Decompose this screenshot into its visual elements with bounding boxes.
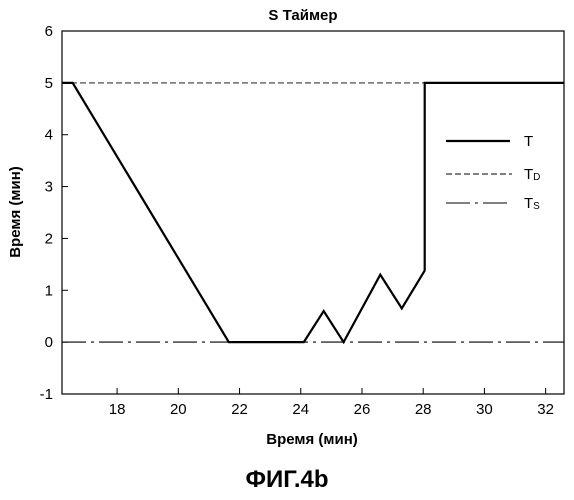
x-axis: 18 20 22 24 26 28 30 32 [109,388,554,418]
y-tick-label: 2 [45,230,53,247]
x-tick-label: 30 [476,401,493,418]
figure-caption: ФИГ.4b [0,466,574,494]
y-tick-label: 6 [45,23,53,40]
y-tick-label: 0 [45,334,53,351]
y-tick-label: 4 [45,127,53,144]
legend-label: TS [524,195,540,212]
x-tick-label: 28 [415,401,432,418]
series-line-t [62,83,564,342]
y-axis: -1 0 1 2 3 4 5 6 [40,23,68,403]
legend-label: TD [524,166,540,183]
x-tick-label: 20 [170,401,187,418]
y-tick-label: 3 [45,179,53,196]
legend: T TD TS [446,133,540,212]
chart-title: S Таймер [268,7,337,24]
series-layer [62,83,564,342]
y-tick-label: 5 [45,75,53,92]
x-tick-label: 26 [354,401,371,418]
x-tick-label: 32 [537,401,554,418]
legend-label: T [524,133,533,150]
y-tick-label: -1 [40,386,53,403]
plot-area [62,31,564,394]
y-tick-label: 1 [45,282,53,299]
x-axis-label: Время (мин) [266,431,358,448]
x-tick-label: 18 [109,401,126,418]
x-tick-label: 22 [231,401,248,418]
y-axis-label: Время (мин) [7,166,24,258]
x-tick-label: 24 [292,401,309,418]
